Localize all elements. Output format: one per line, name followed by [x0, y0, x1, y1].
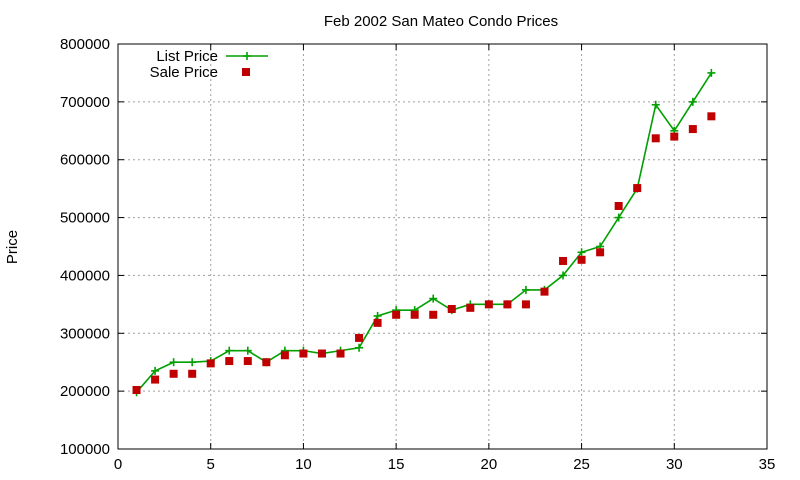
legend-square-swatch: [242, 68, 250, 76]
sale-price-point: [299, 349, 308, 358]
sale-price-point: [670, 132, 679, 141]
x-tick-label: 25: [573, 456, 590, 473]
sale-price-point: [633, 184, 642, 193]
sale-price-point: [503, 300, 512, 309]
x-tick-label: 20: [481, 456, 498, 473]
sale-price-point: [132, 385, 141, 394]
y-axis-label: Price: [4, 230, 21, 264]
list-price-point: [688, 97, 697, 106]
sale-price-point: [188, 369, 197, 378]
list-price-point: [614, 213, 623, 222]
y-tick-label: 600000: [60, 152, 110, 169]
list-price-point: [355, 343, 364, 352]
ticks-layer: 0 5 10 15 20 25 30 35 100000 200000 300000 400000 50…: [60, 36, 775, 473]
x-tick-label: 0: [114, 456, 122, 473]
sale-price-point: [355, 333, 364, 342]
sale-price-point: [280, 351, 289, 360]
sale-price-point: [466, 303, 475, 312]
sale-price-point: [447, 304, 456, 313]
x-tick-label: 5: [207, 456, 215, 473]
list-price-point: [188, 358, 197, 367]
sale-price-point: [614, 202, 623, 210]
legend-plus-swatch: [243, 52, 251, 60]
legend-label: List Price: [156, 48, 218, 65]
sale-price-point: [429, 310, 438, 319]
y-tick-label: 200000: [60, 383, 110, 400]
sale-price-point: [688, 125, 697, 134]
list-price-point: [521, 285, 530, 294]
list-price-point: [373, 311, 382, 320]
list-price-point: [651, 100, 660, 109]
grid-layer: [118, 44, 767, 449]
list-price-point: [169, 358, 178, 367]
y-tick-label: 700000: [60, 94, 110, 111]
sale-price-point: [169, 369, 178, 378]
list-price-point: [577, 248, 586, 257]
sale-price-point: [651, 134, 660, 143]
chart-title: Feb 2002 San Mateo Condo Prices: [324, 13, 558, 30]
sale-price-point: [206, 359, 215, 368]
sale-price-point: [151, 375, 160, 384]
y-tick-label: 500000: [60, 210, 110, 227]
sale-price-point: [540, 287, 549, 296]
y-tick-label: 800000: [60, 36, 110, 53]
sale-price-point: [262, 358, 271, 367]
list-price-point: [225, 346, 234, 355]
x-tick-label: 35: [759, 456, 776, 473]
sale-price-point: [596, 248, 605, 257]
sale-price-point: [243, 357, 252, 366]
list-price-point: [707, 68, 716, 77]
x-tick-label: 15: [388, 456, 405, 473]
sale-price-point: [373, 318, 382, 327]
sale-price-point: [577, 255, 586, 264]
series-layer: [132, 68, 716, 397]
x-tick-label: 30: [666, 456, 683, 473]
sale-price-point: [484, 300, 493, 309]
x-tick-label: 10: [295, 456, 312, 473]
y-tick-label: 300000: [60, 325, 110, 342]
list-price-line: [135, 72, 713, 393]
sale-price-point: [410, 310, 419, 319]
legend-label: Sale Price: [150, 64, 218, 81]
y-tick-label: 400000: [60, 267, 110, 284]
list-price-point: [151, 366, 160, 375]
sale-price-point: [336, 349, 345, 358]
sale-price-point: [707, 112, 716, 121]
y-tick-label: 100000: [60, 441, 110, 458]
sale-price-point: [317, 349, 326, 358]
list-price-point: [559, 271, 568, 280]
list-price-point: [429, 294, 438, 303]
sale-price-point: [521, 300, 530, 309]
sale-price-point: [225, 357, 234, 366]
sale-price-point: [392, 310, 401, 319]
sale-price-point: [559, 256, 568, 265]
plot-frame: [117, 43, 768, 450]
list-price-point: [243, 346, 252, 355]
